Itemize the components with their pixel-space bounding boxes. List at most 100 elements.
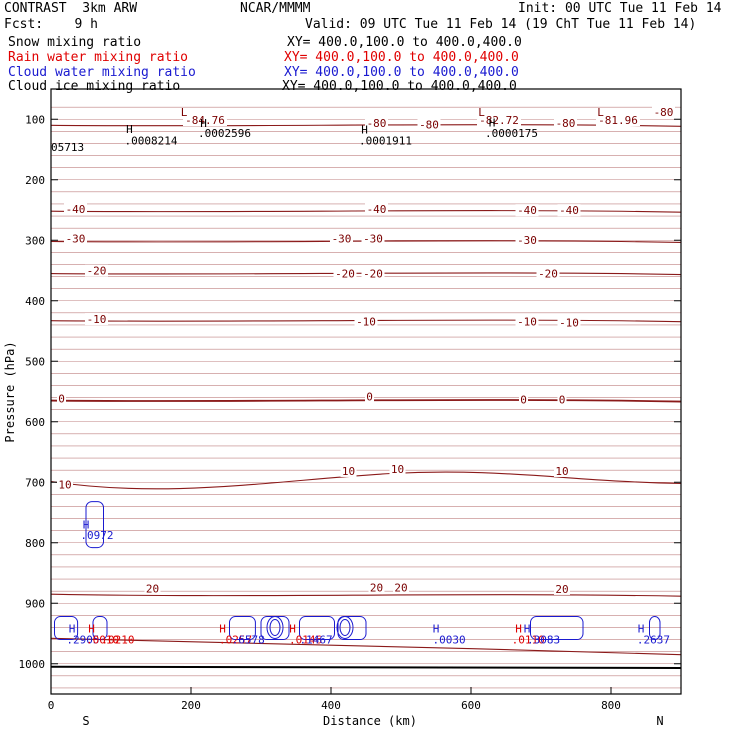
extremum-value: .0210 [101,634,134,647]
contour-label: -30 [517,234,537,247]
temperature-contour [50,471,682,490]
extremum-value: .0001911 [359,134,412,147]
temperature-contour [50,210,682,213]
contour-label: -10 [87,313,107,326]
y-tick-label: 1000 [19,658,46,671]
x-axis-label: Distance (km) [323,714,417,728]
valid-time: Valid: 09 UTC Tue 11 Feb 14 (19 ChT Tue … [305,17,697,32]
contour-label: -20 [335,268,355,281]
high-marker: H [126,123,133,136]
cloud-water-contour [229,616,256,641]
extremum-value: .0110 [512,634,545,647]
contour-label: -80 [419,118,439,131]
contour-label: -81.96 [598,114,638,127]
contour-label: -30 [332,233,352,246]
y-tick-label: 800 [25,537,45,550]
extremum-value: .0972 [80,529,113,542]
contour-label-bg [652,106,675,119]
contour-label: -80 [367,117,387,130]
x-tick-label: 600 [461,699,481,712]
legend-rain-label: Rain water mixing ratio [8,50,189,65]
extremum-value: .1467 [300,634,333,647]
contour-label: -10 [356,316,376,329]
contour-label-bg [389,463,406,476]
extremum-value: .0257 [219,634,252,647]
y-tick-label: 300 [25,234,45,247]
init-time: Init: 00 UTC Tue 11 Feb 14 [518,1,722,16]
contour-label: 10 [58,478,71,491]
contour-label: 0 [58,392,65,405]
model-title: CONTRAST 3km ARW [4,1,138,16]
low-marker: L [478,106,485,119]
contour-label-bg [57,392,66,405]
extremum-value: .3083 [527,634,560,647]
temperature-contour [50,399,682,403]
contour-label: -80 [654,106,674,119]
contour-label: -20 [363,268,383,281]
cloud-water-contours [54,501,661,641]
y-tick-label: 100 [25,113,45,126]
contour-label: -82.72 [479,114,519,127]
y-tick-label: 400 [25,295,45,308]
contour-label-bg [515,315,539,328]
legend-cloudwater-xy: XY= 400.0,100.0 to 400.0,400.0 [284,65,519,80]
cloud-water-contour [92,616,108,641]
contour-label-bg [365,203,388,215]
isobar-lines [51,106,681,689]
y-tick-label: 600 [25,416,45,429]
y-tick-label: 200 [25,174,45,187]
y-tick-label: 900 [25,597,45,610]
extremum-value: .6578 [232,634,265,647]
contour-label-bg [365,390,374,403]
cloud-water-contour [530,616,584,641]
contour-label: 10 [555,465,568,478]
contour-label-bg [330,232,353,245]
contour-label-bg [596,114,640,127]
extremum-value: .0002596 [198,127,251,140]
contour-label-bg [361,232,385,245]
contour-label-bg [393,581,409,594]
high-marker: H [433,623,440,636]
low-level-contour [50,637,682,656]
extremum-value: .0000175 [485,127,538,140]
y-tick-label: 700 [25,476,45,489]
temperature-contour [50,124,682,127]
x-axis-ticks: 0 200 400 600 800 [48,687,621,712]
contour-label: -40 [66,203,86,216]
legend-snow-xy: XY= 400.0,100.0 to 400.0,400.0 [287,35,522,50]
contour-label-bg [557,204,581,217]
contour-label: -30 [66,233,86,246]
x-tick-label: 400 [321,699,341,712]
high-marker: H [88,623,95,636]
high-marker: H [219,623,226,636]
contour-label: 10 [342,465,355,478]
contour-label: 20 [146,582,159,595]
contour-label: 20 [394,582,407,595]
y-axis-label: Pressure (hPa) [3,341,17,442]
extremum-value: .2905 [66,634,99,647]
contour-label-bg [144,582,161,595]
contour-label-bg [340,464,357,477]
contour-label-bg [85,264,108,277]
contour-label-bg [515,233,539,246]
forecast-hour: Fcst: 9 h [4,17,98,32]
x-tick-label: 800 [601,699,621,712]
extremum-value: .0146 [289,634,322,647]
contour-label-bg [477,114,521,127]
contour-label: -80 [556,117,576,130]
contour-label-bg [536,267,560,280]
extremum-value: .2637 [637,634,670,647]
y-tick-label: 500 [25,355,45,368]
south-label: S [82,714,89,728]
cloud-water-contour [260,616,290,641]
high-marker: H [289,623,296,636]
contour-label-bg [85,313,108,326]
surface-line [50,665,682,669]
contour-label-bg [515,204,539,217]
cloud-water-contour [54,616,79,641]
contour-label-bg [365,117,388,130]
contour-label: -40 [559,204,579,217]
contour-label: -40 [367,203,387,216]
